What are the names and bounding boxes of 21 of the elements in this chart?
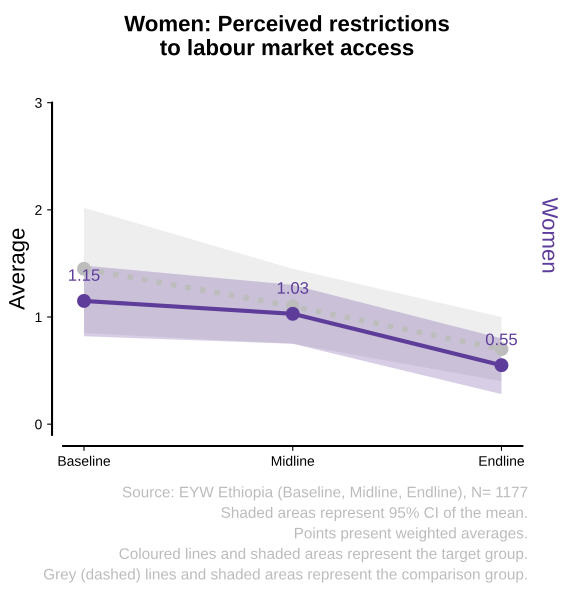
text: Shaded areas represent 95% CI of the mean. — [221, 506, 527, 521]
data-label: 1.15 — [69, 269, 100, 281]
y-tick-label: 1 — [36, 312, 42, 322]
data-label: 1.03 — [278, 282, 308, 294]
text: Points present weighted averages. — [294, 527, 527, 542]
point — [77, 294, 91, 308]
point — [494, 358, 508, 372]
x-tick-label: Midline — [272, 456, 314, 466]
data-label: 0.55 — [486, 333, 517, 346]
y-tick-label: 3 — [35, 98, 42, 108]
y2-axis-title: Women — [542, 198, 558, 272]
text: Grey (dashed) lines and shaded areas represent the comparison group. — [44, 568, 527, 583]
chart-title: Women: Perceived restrictions to labour market access — [124, 15, 449, 56]
x-tick-label: Baseline — [58, 456, 110, 466]
y-tick-label: 2 — [35, 205, 42, 215]
point — [286, 306, 300, 321]
y-tick-label: 0 — [35, 420, 42, 430]
y-axis-title: Average — [9, 228, 30, 310]
x-tick-label: Endline — [479, 456, 524, 466]
text: Coloured lines and shaded areas represent the target group. — [120, 548, 527, 562]
source-note: Source: EYW Ethiopia (Baseline, Midline, Endline), N= 1177 — [122, 486, 528, 500]
